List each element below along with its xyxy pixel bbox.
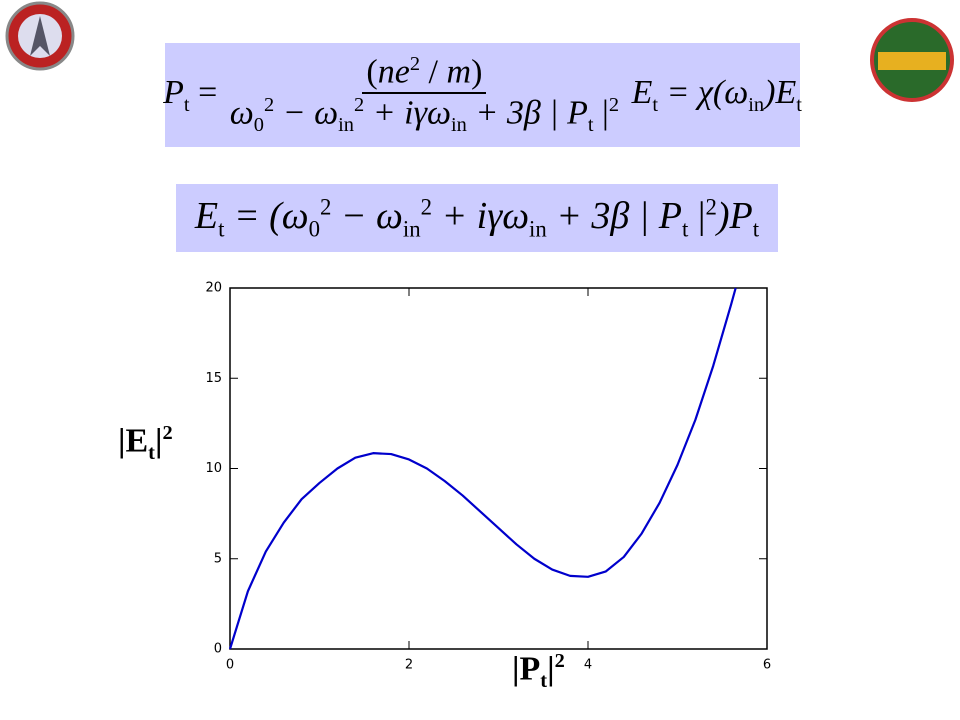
equation-part: )P <box>716 194 753 237</box>
equation-part: t <box>752 216 760 242</box>
equation-part: E <box>194 194 219 237</box>
equation-part: )E <box>764 73 797 111</box>
left-logo <box>5 1 75 71</box>
den: ω02 − ωin2 + iγωin + 3β | Pt |2 <box>230 94 619 137</box>
equation-part: E <box>623 73 653 111</box>
equation-part: | <box>593 93 609 131</box>
equation-part: 2 <box>162 422 173 444</box>
equation-part: + iγω <box>432 194 530 237</box>
equation-part: | <box>154 422 163 460</box>
equation-part: = <box>189 73 226 111</box>
y-axis-label: |Et|2 <box>118 422 173 465</box>
equation-part: + 3β | P <box>466 93 588 131</box>
equation-part: 2 <box>705 194 717 220</box>
y-tick-label: 20 <box>205 281 222 296</box>
equation-part: / <box>420 53 447 91</box>
equation-part: 2 <box>420 194 433 220</box>
equation-part: P <box>163 73 184 111</box>
equation-part: | <box>688 194 706 237</box>
equation-part: t <box>218 216 225 242</box>
x-axis-label: |Pt|2 <box>512 650 565 693</box>
equation-part: 0 <box>253 113 264 136</box>
equation-part: in <box>338 113 354 136</box>
x-tick-label: 4 <box>584 658 592 673</box>
equation-part: |E <box>118 422 149 460</box>
equation-part: 2 <box>320 194 332 220</box>
num: (ne2 / m) <box>362 53 487 94</box>
equation-part: in <box>451 113 467 136</box>
right-logo <box>870 18 954 102</box>
equation-part: ne <box>377 53 410 91</box>
equation-part: in <box>748 93 765 116</box>
equation-part: + 3β | P <box>546 194 683 237</box>
equation-part: = (ω <box>224 194 309 237</box>
equation-part: = χ(ω <box>658 73 749 111</box>
data-line <box>228 287 737 650</box>
equation-part: | <box>547 650 555 688</box>
equation-part: t <box>796 93 802 116</box>
y-tick-label: 0 <box>214 642 222 657</box>
y-tick-label: 15 <box>205 371 222 386</box>
equation-part: 2 <box>354 93 365 116</box>
rhs: Et = χ(ωin)Et <box>623 74 802 117</box>
equation-part: 2 <box>608 93 620 116</box>
equation-part: 2 <box>263 93 275 116</box>
equation-part: in <box>402 216 421 242</box>
equation-part: t <box>682 216 689 242</box>
y-tick-label: 10 <box>205 461 222 476</box>
lhs: Pt = <box>163 74 226 117</box>
equation-part: + iγω <box>364 93 451 131</box>
equation-part: in <box>529 216 547 242</box>
equation: Pt = (ne2 / m) ω02 − ωin2 + iγωin + 3β | … <box>163 43 802 147</box>
y-tick-label: 5 <box>214 551 222 566</box>
equation-part: 0 <box>308 216 320 242</box>
equation-part: t <box>652 93 659 116</box>
equation-part: m <box>446 53 472 91</box>
equation-part: t <box>587 113 594 136</box>
x-tick-label: 6 <box>763 658 771 673</box>
equation-part: ) <box>471 53 483 91</box>
equation-part: ( <box>366 53 378 91</box>
plot-frame <box>229 287 768 650</box>
lhs: Et = (ω02 − ωin2 + iγωin + 3β | Pt |2)Pt <box>195 194 759 243</box>
equation: Et = (ω02 − ωin2 + iγωin + 3β | Pt |2)Pt <box>176 184 778 252</box>
equation-part: − ω <box>274 93 339 131</box>
equation-part: ω <box>229 93 254 131</box>
equation-part: t <box>540 670 548 693</box>
frac: (ne2 / m) ω02 − ωin2 + iγωin + 3β | Pt |2 <box>230 53 619 136</box>
equation-part: 2 <box>409 53 421 76</box>
equation-part: t <box>183 93 190 116</box>
equation-part: − ω <box>331 194 403 237</box>
x-tick-label: 2 <box>405 658 413 673</box>
equation-part: |P <box>512 650 541 688</box>
equation-part: t <box>148 442 155 465</box>
x-tick-label: 0 <box>226 658 234 673</box>
equation-part: 2 <box>554 650 565 672</box>
